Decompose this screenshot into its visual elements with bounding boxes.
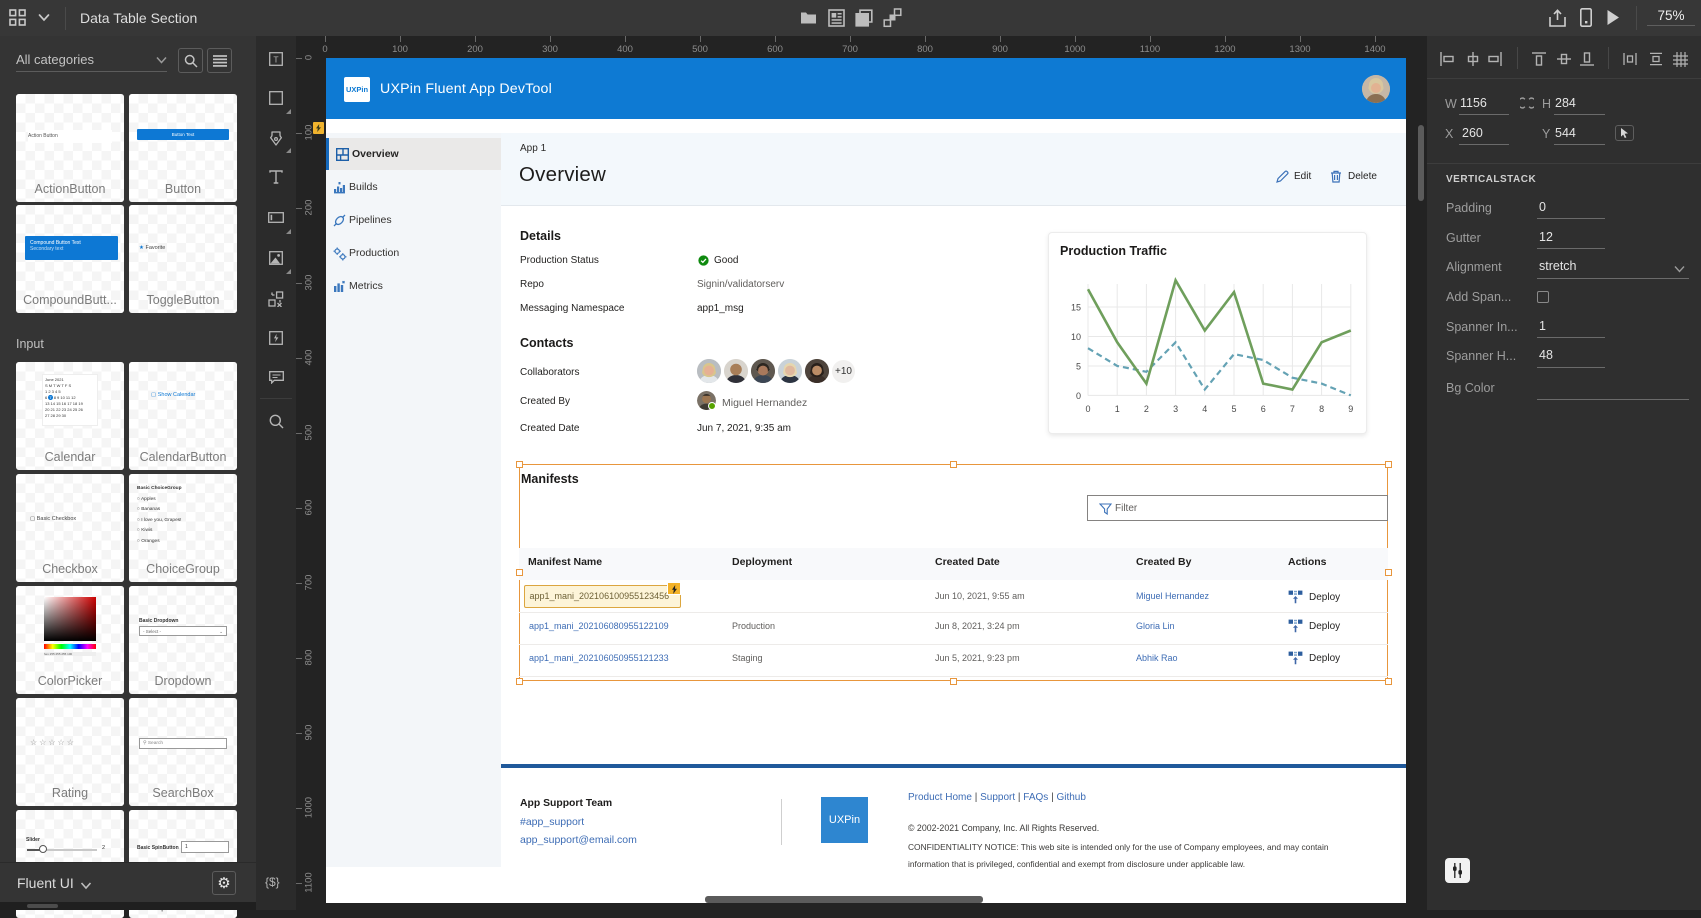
svg-text:2: 2 <box>1144 404 1149 414</box>
svg-text:7: 7 <box>1290 404 1295 414</box>
svg-text:3: 3 <box>1173 404 1178 414</box>
svg-text:0: 0 <box>1076 391 1081 401</box>
svg-text:15: 15 <box>1071 303 1081 313</box>
svg-text:8: 8 <box>1319 404 1324 414</box>
svg-text:9: 9 <box>1348 404 1353 414</box>
svg-text:0: 0 <box>1085 404 1090 414</box>
svg-text:10: 10 <box>1071 332 1081 342</box>
svg-text:T: T <box>273 54 278 64</box>
svg-text:6: 6 <box>1261 404 1266 414</box>
svg-text:4: 4 <box>1202 404 1207 414</box>
svg-text:1: 1 <box>1115 404 1120 414</box>
svg-text:5: 5 <box>1076 362 1081 372</box>
svg-text:5: 5 <box>1231 404 1236 414</box>
